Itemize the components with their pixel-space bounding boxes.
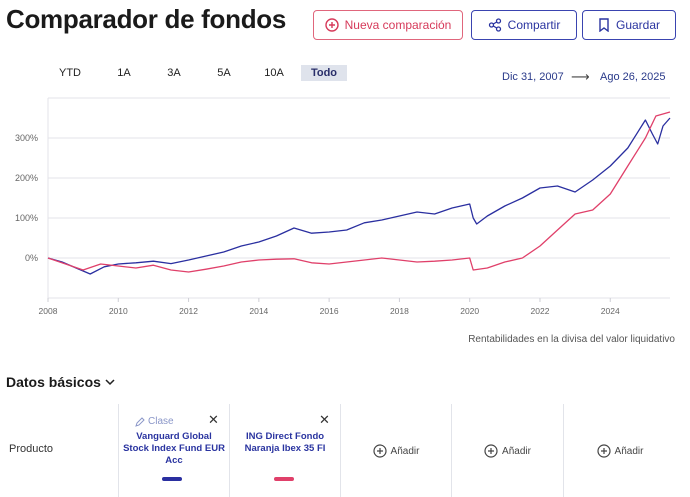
plus-circle-icon (484, 444, 498, 458)
x-tick-label: 2020 (460, 306, 479, 316)
class-selector[interactable]: Clase (135, 416, 174, 427)
empty-slot: Añadir (341, 404, 451, 497)
x-tick-label: 2018 (390, 306, 409, 316)
x-tick-label: 2014 (249, 306, 268, 316)
page-title: Comparador de fondos (6, 4, 287, 34)
column-divider (451, 404, 452, 497)
series-line-vanguard (47, 117, 671, 275)
fund-slot-2: ✕ ING Direct Fondo Naranja Ibex 35 FI (230, 404, 340, 497)
range-5a[interactable]: 5A (217, 67, 231, 79)
plus-circle-icon (372, 444, 387, 458)
column-divider (340, 404, 341, 497)
performance-chart: 0% 100% 200% 300% 2008 2010 2012 2014 2016 2018 2… (15, 97, 671, 316)
range-1a[interactable]: 1A (117, 67, 131, 79)
save-button[interactable]: Guardar (582, 10, 676, 40)
empty-slot: Añadir (452, 404, 563, 497)
save-label: Guardar (615, 18, 661, 32)
end-date[interactable]: Ago 26, 2025 (600, 71, 666, 83)
new-comparison-button[interactable]: Nueva comparación (313, 10, 463, 40)
row-label-producto: Producto (9, 443, 54, 455)
add-fund-button[interactable]: Añadir (564, 444, 676, 458)
fund-color-swatch (274, 477, 294, 481)
fund-slot-1: Clase ✕ Vanguard Global Stock Index Fund… (119, 404, 229, 497)
add-label: Añadir (614, 445, 644, 457)
arrow-right-icon: ⟶ (571, 69, 590, 84)
add-label: Añadir (390, 445, 420, 457)
column-divider (118, 404, 119, 497)
x-tick-label: 2012 (179, 306, 198, 316)
plus-circle-icon (324, 18, 339, 32)
start-date[interactable]: Dic 31, 2007 (502, 71, 564, 83)
column-divider (563, 404, 564, 497)
x-tick-label: 2010 (109, 306, 128, 316)
new-comparison-label: Nueva comparación (344, 18, 452, 32)
footnote: Rentabilidades en la divisa del valor li… (468, 334, 675, 345)
range-3a[interactable]: 3A (167, 67, 181, 79)
series-line-naranja (47, 111, 671, 273)
range-todo[interactable]: Todo (301, 65, 347, 81)
y-tick-label: 200% (15, 173, 38, 183)
remove-fund-button[interactable]: ✕ (208, 412, 219, 427)
range-10a[interactable]: 10A (264, 67, 284, 79)
add-fund-button[interactable]: Añadir (452, 444, 563, 458)
add-fund-button[interactable]: Añadir (341, 444, 451, 458)
bookmark-icon (599, 18, 609, 32)
remove-fund-button[interactable]: ✕ (319, 412, 330, 427)
fund-color-swatch (162, 477, 182, 481)
empty-slot: Añadir (564, 404, 676, 497)
fund-name[interactable]: ING Direct Fondo Naranja Ibex 35 FI (244, 431, 326, 454)
fund-name[interactable]: Vanguard Global Stock Index Fund EUR Acc (123, 431, 225, 466)
share-button[interactable]: Compartir (471, 10, 577, 40)
share-icon (488, 18, 501, 32)
x-tick-label: 2022 (531, 306, 550, 316)
basic-data-toggle[interactable]: Datos básicos (6, 374, 115, 390)
plus-circle-icon (596, 444, 611, 458)
x-tick-label: 2016 (320, 306, 339, 316)
chevron-down-icon (105, 379, 115, 386)
column-divider (229, 404, 230, 497)
section-title: Datos básicos (6, 374, 101, 390)
range-ytd[interactable]: YTD (59, 67, 81, 79)
y-tick-label: 100% (15, 213, 38, 223)
pencil-icon (135, 416, 145, 427)
share-label: Compartir (507, 18, 561, 32)
x-tick-label: 2024 (601, 306, 620, 316)
add-label: Añadir (502, 445, 531, 457)
x-tick-label: 2008 (39, 306, 58, 316)
y-tick-label: 300% (15, 133, 38, 143)
y-tick-label: 0% (25, 253, 38, 263)
class-label: Clase (148, 416, 174, 427)
